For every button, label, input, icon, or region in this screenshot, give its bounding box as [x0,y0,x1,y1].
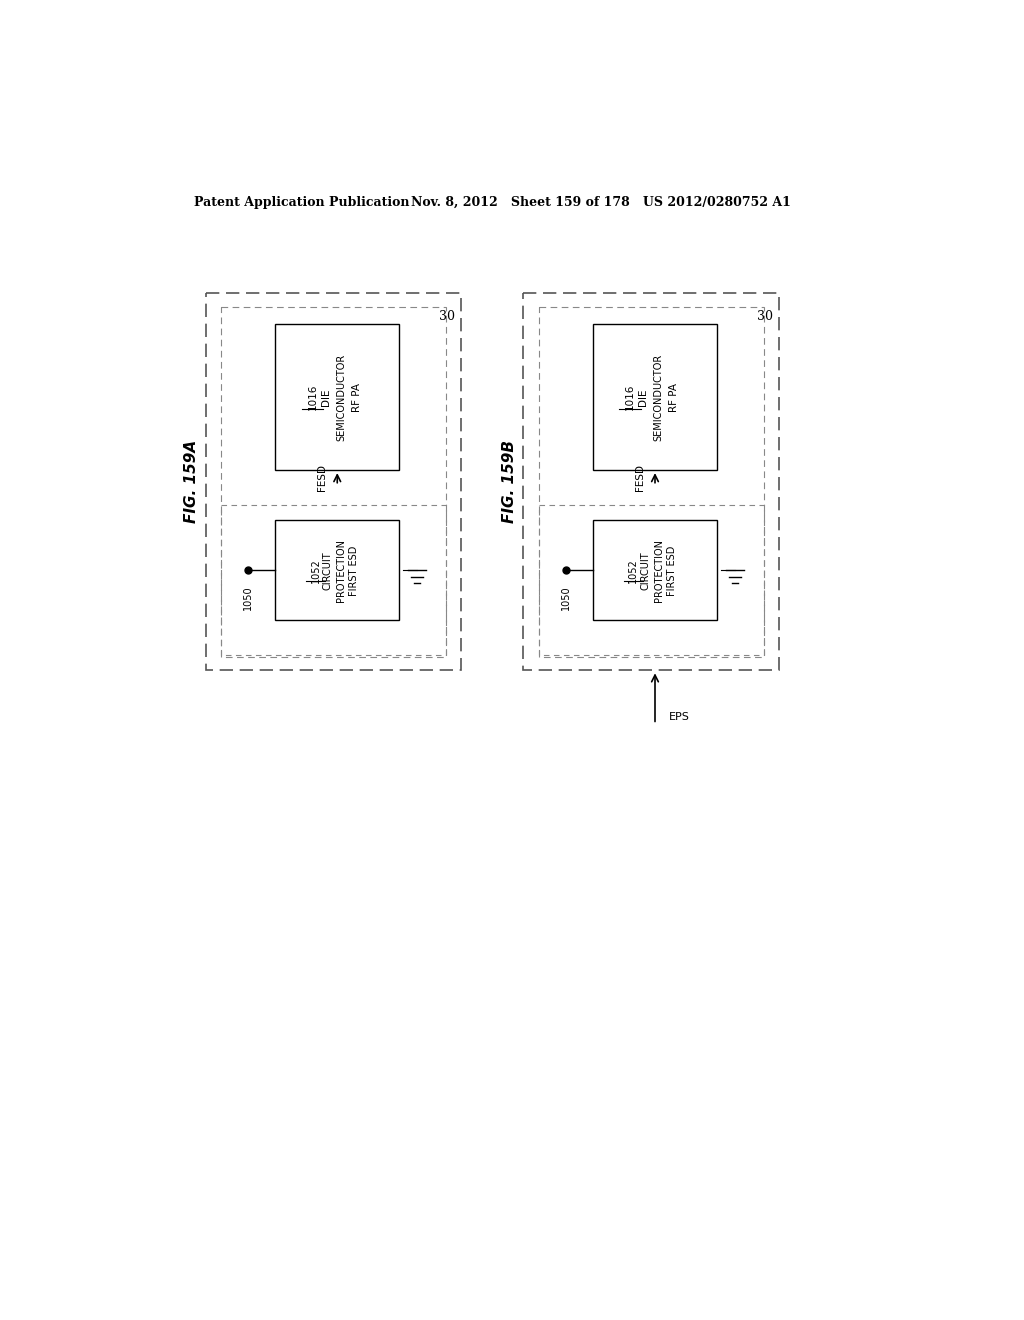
Bar [221,308,445,656]
Text: 30: 30 [757,310,773,323]
Bar [523,293,779,671]
Bar [593,520,717,620]
Text: SEMICONDUCTOR: SEMICONDUCTOR [336,354,346,441]
Text: CIRCUIT: CIRCUIT [323,550,333,590]
Text: DIE: DIE [321,388,331,405]
Text: PROTECTION: PROTECTION [654,539,664,602]
Text: FESD: FESD [635,465,644,491]
Text: 1050: 1050 [243,586,253,610]
Text: 1052: 1052 [310,558,321,582]
Text: EPS: EPS [669,711,690,722]
Bar [275,323,399,470]
Text: FIRST ESD: FIRST ESD [349,545,359,595]
Text: FIG. 159B: FIG. 159B [502,441,517,523]
Text: PROTECTION: PROTECTION [336,539,346,602]
Bar [206,293,461,671]
Text: FIG. 159A: FIG. 159A [184,441,199,523]
Text: Nov. 8, 2012   Sheet 159 of 178   US 2012/0280752 A1: Nov. 8, 2012 Sheet 159 of 178 US 2012/02… [411,195,791,209]
Text: 1016: 1016 [626,384,635,411]
Bar [221,506,445,655]
Text: 1050: 1050 [561,586,570,610]
Text: 30: 30 [439,310,455,323]
Text: 1016: 1016 [307,384,317,411]
Text: RF PA: RF PA [670,383,679,412]
Text: FIRST ESD: FIRST ESD [667,545,677,595]
Text: SEMICONDUCTOR: SEMICONDUCTOR [654,354,664,441]
Text: 1052: 1052 [629,558,638,582]
Bar [593,323,717,470]
Bar [275,520,399,620]
Text: CIRCUIT: CIRCUIT [641,550,650,590]
Bar [539,506,764,655]
Text: DIE: DIE [638,388,648,405]
Text: FESD: FESD [316,465,327,491]
Text: RF PA: RF PA [351,383,361,412]
Text: Patent Application Publication: Patent Application Publication [194,195,410,209]
Bar [539,308,764,656]
